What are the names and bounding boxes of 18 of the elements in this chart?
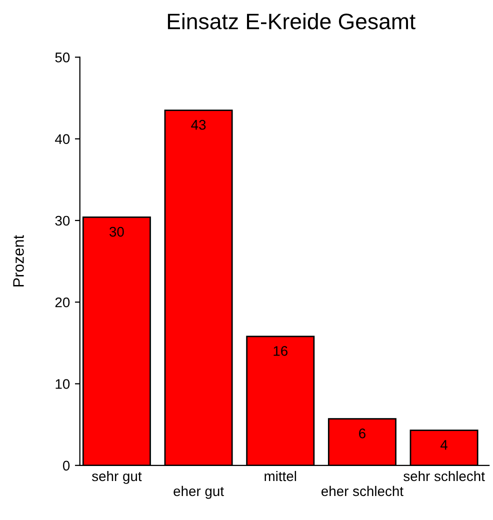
- y-tick-label: 50: [55, 52, 70, 62]
- y-axis-title: Prozent: [13, 235, 24, 286]
- x-tick-label: sehr schlecht: [404, 470, 485, 482]
- data-label: 43: [191, 120, 206, 130]
- y-tick-label: 30: [55, 216, 70, 226]
- x-tick-label: sehr gut: [92, 470, 142, 484]
- data-label: 16: [274, 346, 288, 356]
- y-tick-label: 0: [62, 460, 70, 471]
- data-label: 30: [110, 226, 124, 237]
- x-tick-label: mittel: [264, 470, 296, 482]
- y-tick-label: 40: [55, 134, 70, 144]
- x-tick-label: eher schlecht: [321, 486, 404, 496]
- data-label: 6: [359, 428, 366, 438]
- y-tick-label: 20: [55, 297, 70, 308]
- x-tick-label: eher gut: [174, 486, 224, 499]
- y-tick-label: 10: [56, 379, 70, 389]
- chart-title: Einsatz E-Kreide Gesamt: [168, 13, 416, 30]
- data-label: 4: [440, 440, 448, 450]
